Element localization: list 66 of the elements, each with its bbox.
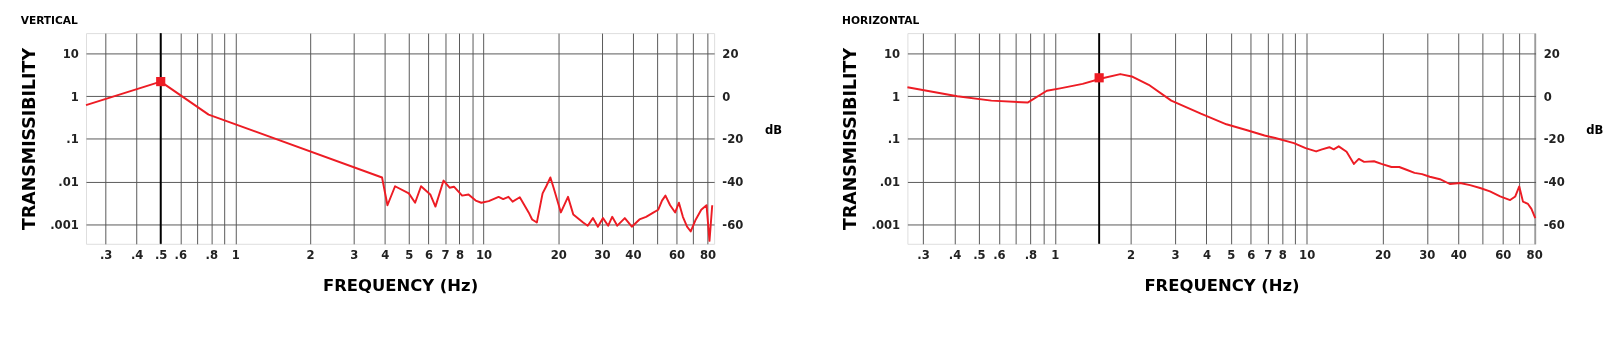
x-tick-label: 1 bbox=[1051, 247, 1060, 262]
x-tick-label: 1 bbox=[231, 247, 240, 262]
y2-axis-title: dB bbox=[1586, 123, 1604, 138]
y-tick-label: .1 bbox=[66, 132, 79, 147]
y2-tick-label: 0 bbox=[1543, 89, 1552, 104]
y2-tick-label: -20 bbox=[1543, 132, 1565, 147]
y2-tick-label: -20 bbox=[722, 132, 744, 147]
x-tick-label: 20 bbox=[1374, 247, 1392, 262]
x-tick-label: 60 bbox=[1495, 247, 1512, 262]
x-tick-label: .3 bbox=[917, 247, 930, 262]
x-tick-label: 8 bbox=[1278, 247, 1287, 262]
y2-tick-label: -40 bbox=[1543, 174, 1565, 189]
y2-axis-title: dB bbox=[764, 123, 783, 138]
x-tick-label: 40 bbox=[1450, 247, 1467, 262]
x-tick-label: .6 bbox=[174, 247, 188, 262]
x-tick-label: 3 bbox=[1171, 247, 1180, 262]
y-tick-label: 10 bbox=[62, 46, 79, 61]
y2-tick-label: 20 bbox=[1543, 46, 1560, 61]
y2-tick-label: -40 bbox=[722, 174, 744, 189]
x-tick-label: 80 bbox=[1526, 247, 1543, 262]
chart-title: HORIZONTAL bbox=[842, 14, 920, 28]
x-tick-label: 30 bbox=[1419, 247, 1436, 262]
y2-tick-label: 20 bbox=[722, 46, 739, 61]
x-tick-label: 6 bbox=[424, 247, 433, 262]
y-tick-label: 1 bbox=[892, 89, 901, 104]
x-tick-label: 30 bbox=[594, 247, 611, 262]
x-tick-label: 4 bbox=[381, 247, 390, 262]
x-tick-label: 4 bbox=[1202, 247, 1211, 262]
x-tick-label: .5 bbox=[973, 247, 986, 262]
x-tick-label: 6 bbox=[1247, 247, 1256, 262]
chart-title: VERTICAL bbox=[20, 14, 79, 28]
y-tick-label: 1 bbox=[70, 89, 79, 104]
x-tick-label: 20 bbox=[550, 247, 567, 262]
y2-tick-label: 0 bbox=[722, 89, 731, 104]
y-tick-label: .01 bbox=[879, 174, 901, 189]
x-tick-label: 60 bbox=[669, 247, 686, 262]
y-axis-title: TRANSMISSIBILITY bbox=[18, 47, 39, 230]
x-tick-label: .5 bbox=[154, 247, 168, 262]
x-tick-label: .8 bbox=[205, 247, 219, 262]
x-tick-label: 10 bbox=[1299, 247, 1316, 262]
x-tick-label: .4 bbox=[130, 247, 144, 262]
x-tick-label: 40 bbox=[625, 247, 642, 262]
y-tick-label: .001 bbox=[50, 217, 79, 232]
x-tick-label: .3 bbox=[99, 247, 113, 262]
y-tick-label: .001 bbox=[871, 217, 901, 232]
x-tick-label: 10 bbox=[475, 247, 493, 262]
x-tick-label: .6 bbox=[993, 247, 1006, 262]
x-tick-label: 2 bbox=[306, 247, 315, 262]
x-tick-label: 5 bbox=[405, 247, 414, 262]
x-axis-title: FREQUENCY (Hz) bbox=[322, 275, 479, 295]
x-tick-label: 7 bbox=[1264, 247, 1273, 262]
x-tick-label: 2 bbox=[1127, 247, 1136, 262]
x-tick-label: 8 bbox=[455, 247, 464, 262]
x-tick-label: 7 bbox=[441, 247, 450, 262]
y-axis-title: TRANSMISSIBILITY bbox=[840, 47, 861, 230]
y2-tick-label: -60 bbox=[722, 217, 744, 232]
y-tick-label: .01 bbox=[58, 174, 79, 189]
x-tick-label: .8 bbox=[1024, 247, 1038, 262]
y-tick-label: 10 bbox=[884, 46, 901, 61]
x-tick-label: 80 bbox=[700, 247, 717, 262]
x-tick-label: .4 bbox=[948, 247, 962, 262]
x-tick-label: 5 bbox=[1227, 247, 1236, 262]
y2-tick-label: -60 bbox=[1543, 217, 1565, 232]
y-tick-label: .1 bbox=[887, 132, 901, 147]
x-tick-label: 3 bbox=[350, 247, 359, 262]
x-axis-title: FREQUENCY (Hz) bbox=[1144, 275, 1300, 295]
